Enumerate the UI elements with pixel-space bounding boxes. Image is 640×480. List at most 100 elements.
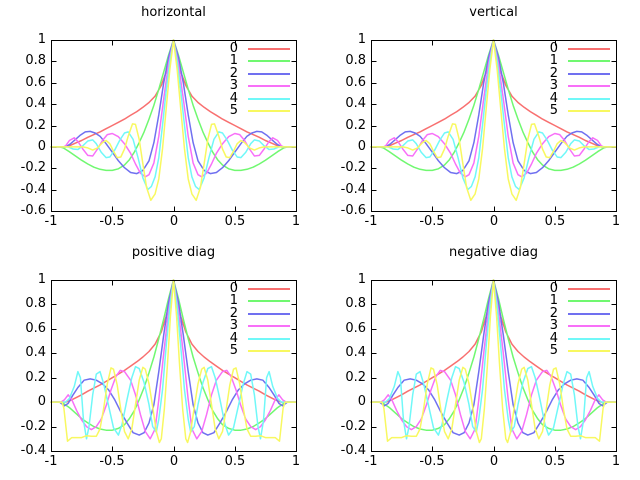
x-tick-label: 0.5 [224,454,246,469]
y-tick-label: 0.2 [25,118,46,133]
legend-line-swatch [568,98,610,100]
curve-series-0 [50,39,297,148]
y-tick-label: -0.2 [20,419,46,434]
legend-label-0: 0 [229,281,238,296]
y-tick-label: 0.6 [345,321,366,336]
legend-line-swatch [568,48,610,50]
legend-line-swatch [248,313,290,315]
legend-line-swatch [568,110,610,112]
legend-label-0: 0 [549,41,558,56]
legend-label-2: 2 [229,66,238,81]
curve-series-2 [370,279,617,436]
x-tick-label: 0 [169,214,179,229]
y-tick-label: -0.2 [20,160,46,175]
legend-line-swatch [568,313,610,315]
curve-series-1 [50,279,297,431]
curve-series-5 [50,279,297,444]
plot-border [51,280,297,452]
legend-label-3: 3 [229,318,238,333]
legend-label-5: 5 [549,343,558,358]
y-tick-label: 0.6 [25,75,46,90]
legend-label-1: 1 [229,293,238,308]
legend-line-swatch [248,110,290,112]
legend-label-0: 0 [549,281,558,296]
curve-series-4 [50,279,297,440]
legend-label-3: 3 [549,78,558,93]
plot-border [371,40,617,212]
subplot-vertical: vertical 1 0.8 0.6 0.4 0.2 0 -0.2 -0.4 -0.6 -1 -0.… [320,0,640,240]
x-tick-label: 1 [291,454,301,469]
curve-series-4 [370,279,617,440]
curve-series-0 [370,39,617,148]
curve-series-4 [50,39,297,191]
tick-marks [371,280,617,452]
x-tick-label: 0.5 [224,214,246,229]
x-tick-label: 0 [489,454,499,469]
legend-line-swatch [568,288,610,290]
plot-area [50,279,297,452]
tick-marks [51,40,297,212]
plot-border [371,280,617,452]
curve-series-5 [370,39,617,202]
y-tick-label: 1 [37,32,46,47]
x-tick-label: -0.5 [419,454,445,469]
y-tick-label: -0.4 [20,443,46,458]
y-tick-label: 0.2 [345,370,366,385]
y-tick-label: 0 [357,394,366,409]
y-tick-label: 0.8 [25,53,46,68]
y-tick-label: 1 [357,32,366,47]
plot-border [51,40,297,212]
y-tick-label: 1 [37,272,46,287]
legend-label-1: 1 [229,53,238,68]
legend-line-swatch [248,350,290,352]
x-tick-label: 0 [169,454,179,469]
legend-line-swatch [568,350,610,352]
y-tick-label: 0.4 [345,345,366,360]
y-tick-label: 0.6 [25,321,46,336]
legend-label-4: 4 [229,91,238,106]
legend-line-swatch [248,300,290,302]
curve-series-5 [370,279,617,444]
subplot-positive-diag: positive diag 1 0.8 0.6 0.4 0.2 0 -0.2 -0.4 -1 -0… [0,240,320,480]
legend-label-3: 3 [229,78,238,93]
x-tick-label: -1 [364,214,378,229]
legend-label-4: 4 [549,91,558,106]
y-tick-label: 0 [37,394,46,409]
curve-series-5 [50,39,297,202]
tick-marks [371,40,617,212]
y-tick-label: -0.6 [340,203,366,218]
legend-line-swatch [248,325,290,327]
tick-marks [51,280,297,452]
y-tick-label: 0.4 [25,96,46,111]
legend-label-5: 5 [229,103,238,118]
y-tick-label: 0.8 [345,296,366,311]
curve-series-4 [370,39,617,191]
legend-line-swatch [248,338,290,340]
curve-series-0 [50,279,297,403]
x-tick-label: 1 [291,214,301,229]
legend-label-4: 4 [229,331,238,346]
legend-label-2: 2 [229,306,238,321]
legend-line-swatch [568,73,610,75]
legend-label-3: 3 [549,318,558,333]
y-tick-label: 0.8 [345,53,366,68]
curve-series-0 [370,279,617,403]
y-tick-label: 0.8 [25,296,46,311]
legend-label-5: 5 [229,343,238,358]
y-tick-label: 0.2 [25,370,46,385]
subplot-horizontal: horizontal 1 0.8 0.6 0.4 0.2 0 -0.2 -0.4 -0.6 -1 -… [0,0,320,240]
y-tick-label: 0 [357,139,366,154]
legend-line-swatch [248,288,290,290]
subplot-negative-diag: negative diag 1 0.8 0.6 0.4 0.2 0 -0.2 -0.4 -1 -0… [320,240,640,480]
curve-series-2 [50,279,297,436]
y-tick-label: 0.6 [345,75,366,90]
legend-line-swatch [248,48,290,50]
plot-area [370,39,617,212]
x-tick-label: -0.5 [99,454,125,469]
legend-label-2: 2 [549,306,558,321]
legend-line-swatch [248,73,290,75]
y-tick-label: 0 [37,139,46,154]
x-tick-label: -1 [44,214,58,229]
legend-line-swatch [248,98,290,100]
